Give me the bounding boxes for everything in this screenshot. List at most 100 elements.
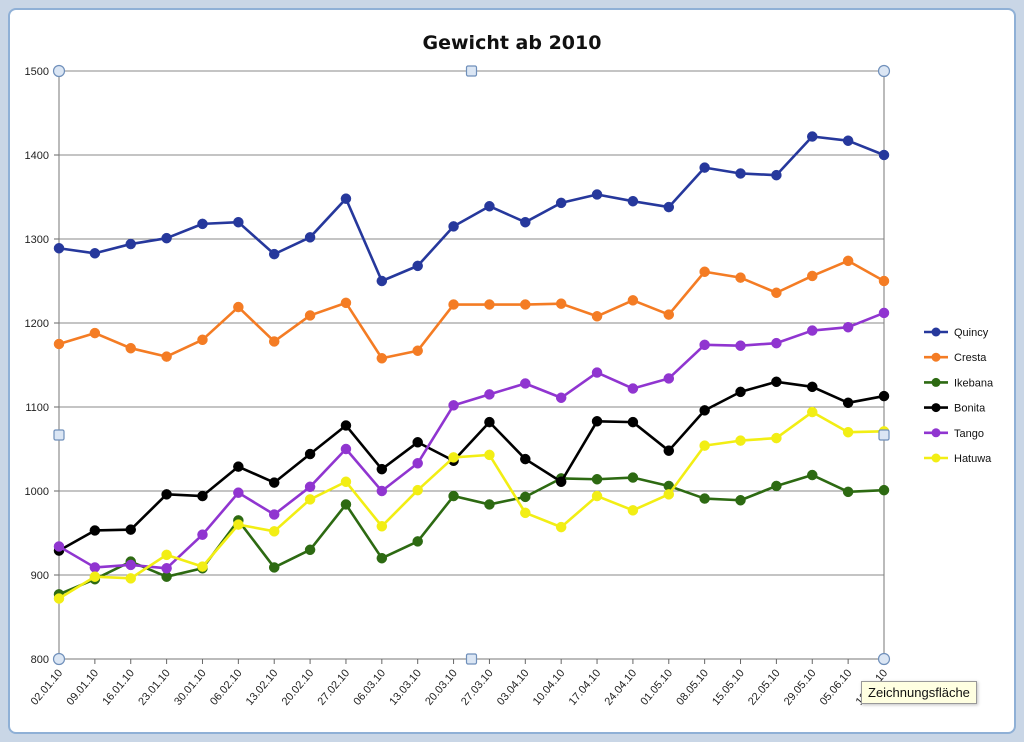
data-point[interactable]: [376, 463, 388, 475]
data-point[interactable]: [842, 255, 854, 267]
data-point[interactable]: [555, 521, 567, 533]
data-point[interactable]: [555, 392, 567, 404]
resize-handle[interactable]: [52, 64, 66, 78]
data-point[interactable]: [340, 443, 352, 455]
legend-item-tango[interactable]: Tango: [924, 428, 984, 440]
data-point[interactable]: [376, 353, 388, 364]
data-point[interactable]: [268, 526, 280, 537]
data-point[interactable]: [591, 189, 603, 200]
data-point[interactable]: [197, 218, 208, 230]
data-point[interactable]: [663, 489, 675, 500]
resize-handle[interactable]: [878, 429, 890, 441]
data-point[interactable]: [484, 200, 495, 212]
resize-handle[interactable]: [52, 652, 66, 666]
data-point[interactable]: [771, 169, 782, 181]
data-point[interactable]: [771, 432, 782, 444]
legend-item-quincy[interactable]: Quincy: [924, 327, 989, 339]
data-point[interactable]: [699, 493, 710, 504]
data-point[interactable]: [161, 351, 172, 362]
series-line[interactable]: [58, 259, 885, 360]
data-point[interactable]: [304, 481, 316, 493]
data-point[interactable]: [842, 397, 854, 409]
data-point[interactable]: [735, 494, 746, 506]
data-point[interactable]: [878, 390, 890, 402]
data-point[interactable]: [340, 193, 352, 204]
data-point[interactable]: [520, 491, 531, 503]
data-point[interactable]: [735, 435, 746, 446]
data-point[interactable]: [771, 376, 782, 388]
data-point[interactable]: [699, 440, 710, 451]
data-point[interactable]: [555, 476, 567, 488]
data-point[interactable]: [125, 238, 136, 250]
data-point[interactable]: [807, 131, 818, 142]
data-point[interactable]: [807, 270, 818, 282]
data-point[interactable]: [89, 525, 101, 536]
data-point[interactable]: [842, 426, 854, 438]
data-point[interactable]: [878, 484, 890, 496]
data-point[interactable]: [233, 461, 244, 472]
data-point[interactable]: [197, 334, 208, 346]
data-point[interactable]: [555, 298, 567, 309]
data-point[interactable]: [412, 345, 423, 356]
series-line[interactable]: [58, 473, 885, 596]
data-point[interactable]: [304, 232, 316, 243]
data-point[interactable]: [304, 448, 316, 460]
data-point[interactable]: [53, 338, 65, 350]
data-point[interactable]: [555, 197, 567, 209]
legend-item-ikebana[interactable]: Ikebana: [924, 377, 994, 389]
data-point[interactable]: [699, 339, 710, 351]
data-point[interactable]: [412, 437, 423, 448]
data-point[interactable]: [520, 507, 531, 519]
data-point[interactable]: [663, 309, 675, 320]
data-point[interactable]: [448, 400, 459, 411]
resize-handle[interactable]: [465, 65, 478, 77]
data-point[interactable]: [878, 275, 890, 287]
data-point[interactable]: [448, 452, 459, 463]
data-point[interactable]: [627, 505, 639, 516]
resize-handle[interactable]: [877, 64, 891, 78]
data-point[interactable]: [807, 381, 818, 393]
data-point[interactable]: [197, 529, 208, 540]
data-point[interactable]: [268, 562, 280, 573]
chart-area[interactable]: [8, 8, 1016, 734]
data-point[interactable]: [591, 311, 603, 322]
data-point[interactable]: [412, 260, 423, 272]
data-point[interactable]: [735, 168, 746, 179]
resize-handle[interactable]: [465, 653, 478, 665]
data-point[interactable]: [268, 477, 280, 488]
data-point[interactable]: [520, 453, 531, 465]
data-point[interactable]: [197, 561, 208, 572]
data-point[interactable]: [376, 552, 388, 564]
data-point[interactable]: [627, 416, 639, 428]
legend-item-cresta[interactable]: Cresta: [924, 352, 987, 364]
data-point[interactable]: [89, 562, 101, 573]
data-point[interactable]: [771, 337, 782, 349]
data-point[interactable]: [663, 445, 675, 456]
legend[interactable]: Quincy Cresta Ikebana Bonita Tango Hatuwa: [924, 327, 994, 465]
data-point[interactable]: [125, 524, 136, 535]
data-point[interactable]: [735, 386, 746, 398]
data-point[interactable]: [771, 287, 782, 299]
data-point[interactable]: [197, 490, 208, 502]
data-point[interactable]: [268, 509, 280, 520]
series-line[interactable]: [58, 380, 885, 552]
data-point[interactable]: [699, 266, 710, 278]
data-point[interactable]: [627, 195, 639, 207]
data-point[interactable]: [268, 336, 280, 347]
data-point[interactable]: [53, 242, 65, 254]
data-point[interactable]: [699, 162, 710, 173]
data-point[interactable]: [591, 416, 603, 427]
data-point[interactable]: [340, 420, 352, 431]
data-point[interactable]: [807, 469, 818, 481]
data-point[interactable]: [807, 325, 818, 336]
data-point[interactable]: [161, 563, 172, 574]
data-point[interactable]: [591, 473, 603, 485]
series-line[interactable]: [58, 410, 885, 600]
data-point[interactable]: [53, 593, 65, 604]
data-point[interactable]: [842, 486, 854, 498]
data-point[interactable]: [627, 472, 639, 483]
data-point[interactable]: [233, 301, 244, 313]
selection-handles[interactable]: [52, 64, 891, 666]
data-point[interactable]: [89, 248, 101, 259]
data-point[interactable]: [340, 297, 352, 309]
